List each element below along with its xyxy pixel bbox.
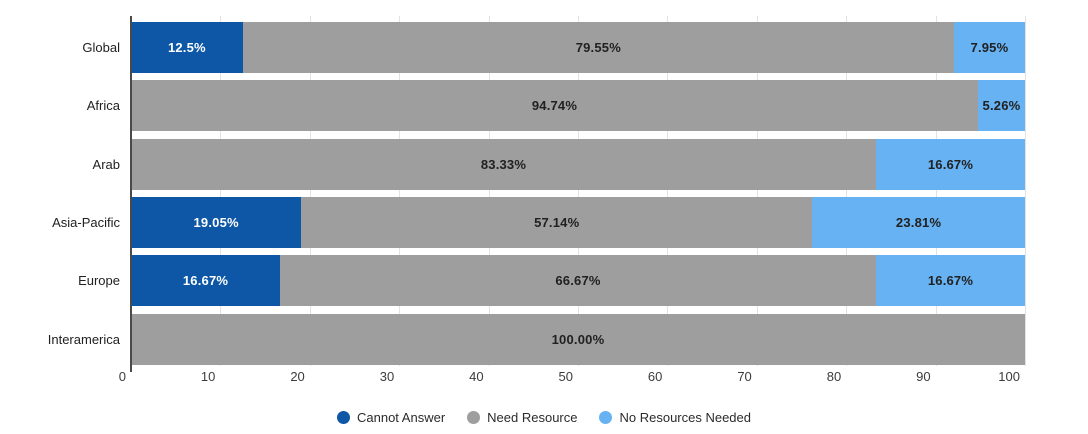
chart-legend: Cannot Answer Need Resource No Resources N… <box>0 406 1088 428</box>
category-label-africa: Africa <box>86 98 120 114</box>
x-tick-label-30: 30 <box>379 369 395 384</box>
x-tick-label-0: 0 <box>118 369 126 384</box>
bar-value-label: 12.5% <box>167 40 206 55</box>
bar-row-europe: 16.67% 66.67% 16.67% <box>131 255 1025 307</box>
bar-value-label: 16.67% <box>927 156 974 172</box>
legend-item-no-resources-needed[interactable]: No Resources Needed <box>599 410 751 425</box>
bar-segment-need-resource[interactable]: 57.14% <box>301 196 813 248</box>
gridline-100 <box>1025 16 1026 366</box>
bar-segment-need-resource[interactable]: 100.00% <box>131 313 1025 365</box>
gridline-70 <box>756 16 758 366</box>
gridline-80 <box>846 16 848 366</box>
bar-value-label: 94.74% <box>531 98 578 114</box>
bar-value-label: 100.00% <box>551 331 605 347</box>
bar-segment-cannot-answer[interactable]: 12.5% <box>131 22 243 73</box>
bar-segment-no-resources-needed[interactable]: 16.67% <box>875 138 1025 190</box>
category-label-europe: Europe <box>78 273 120 289</box>
category-label-arab: Arab <box>92 156 120 172</box>
bar-segment-cannot-answer[interactable]: 16.67% <box>131 255 280 307</box>
bar-value-label: 23.81% <box>895 214 942 230</box>
bar-segment-cannot-answer[interactable]: 19.05% <box>131 196 302 248</box>
legend-dot-icon <box>599 410 613 424</box>
bar-value-label: 16.67% <box>927 273 974 289</box>
bar-row-interamerica: 100.00% <box>131 313 1025 365</box>
gridline-40 <box>488 16 490 366</box>
y-axis-line <box>130 16 132 372</box>
gridline-90 <box>935 16 937 366</box>
x-tick-label-20: 20 <box>290 369 305 384</box>
x-tick-label-40: 40 <box>469 369 484 384</box>
bar-segment-no-resources-needed[interactable]: 16.67% <box>875 255 1025 307</box>
bar-value-label: 19.05% <box>193 214 239 230</box>
legend-dot-icon <box>336 410 350 424</box>
bar-segment-no-resources-needed[interactable]: 23.81% <box>812 196 1025 248</box>
x-tick-label-90: 90 <box>916 369 931 384</box>
category-label-interamerica: Interamerica <box>47 331 120 347</box>
bar-segment-need-resource[interactable]: 79.55% <box>242 22 954 73</box>
bar-value-label: 16.67% <box>182 273 229 289</box>
gridline-10 <box>220 16 222 366</box>
gridline-50 <box>578 16 579 366</box>
bar-value-label: 5.26% <box>982 98 1021 114</box>
legend-label: Cannot Answer <box>356 409 446 425</box>
x-tick-label-10: 10 <box>200 369 216 384</box>
legend-label: No Resources Needed <box>619 409 752 425</box>
bar-value-label: 79.55% <box>575 40 621 55</box>
x-tick-label-80: 80 <box>826 369 842 384</box>
bar-value-label: 83.33% <box>480 156 527 172</box>
gridline-30 <box>399 16 401 366</box>
x-tick-label-100: 100 <box>998 369 1020 384</box>
bar-value-label: 7.95% <box>970 40 1009 55</box>
category-label-global: Global <box>82 40 120 55</box>
category-label-asia-pacific: Asia-Pacific <box>52 214 120 230</box>
bar-value-label: 57.14% <box>534 214 580 230</box>
bar-segment-need-resource[interactable]: 83.33% <box>131 138 876 190</box>
legend-item-cannot-answer[interactable]: Cannot Answer <box>336 409 446 425</box>
legend-label: Need Resource <box>487 409 578 425</box>
bar-row-asia-pacific: 19.05% 57.14% 23.81% <box>131 196 1025 248</box>
x-tick-label-50: 50 <box>558 369 573 384</box>
legend-item-need-resource[interactable]: Need Resource <box>467 410 577 425</box>
bar-segment-no-resources-needed[interactable]: 5.26% <box>977 80 1025 132</box>
bar-row-global: 12.5% 79.55% 7.95% <box>131 22 1025 73</box>
bar-segment-need-resource[interactable]: 94.74% <box>131 80 978 132</box>
x-tick-label-60: 60 <box>647 369 663 384</box>
legend-dot-icon <box>467 410 481 424</box>
gridline-20 <box>309 16 311 366</box>
bar-row-arab: 83.33% 16.67% <box>131 138 1025 190</box>
x-tick-label-70: 70 <box>737 369 752 384</box>
bar-row-africa: 94.74% 5.26% <box>131 80 1025 132</box>
bar-segment-no-resources-needed[interactable]: 7.95% <box>953 22 1025 73</box>
bar-value-label: 66.67% <box>555 273 601 289</box>
bar-segment-need-resource[interactable]: 66.67% <box>280 255 876 307</box>
gridline-60 <box>667 16 669 366</box>
